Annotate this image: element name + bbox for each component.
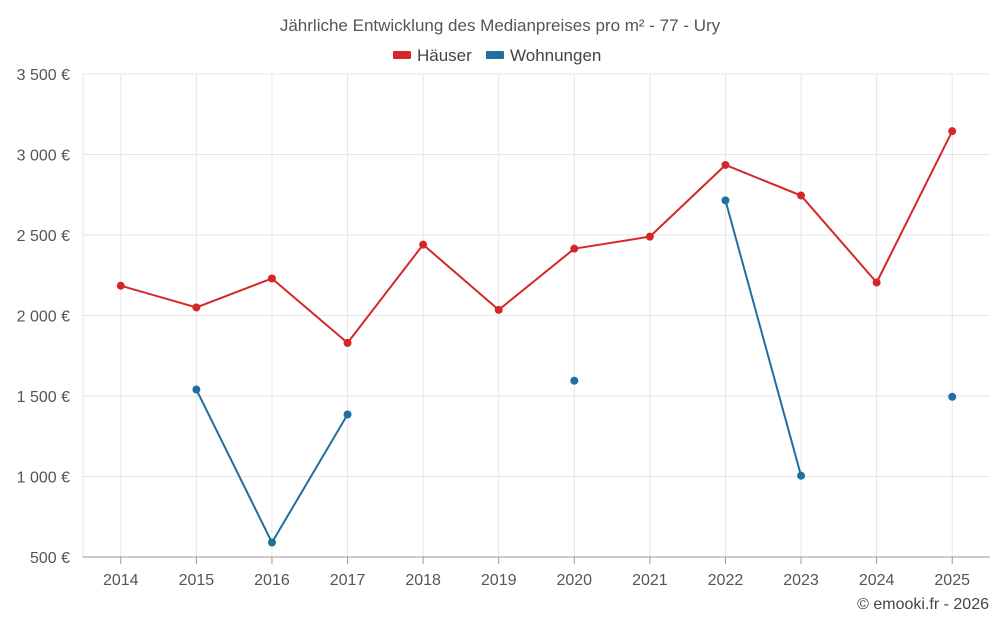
x-tick-label: 2018 bbox=[405, 572, 441, 589]
series-0 bbox=[116, 127, 957, 347]
chart-title: Jährliche Entwicklung des Medianpreises … bbox=[280, 16, 721, 35]
y-tick-label: 2 000 € bbox=[17, 309, 70, 326]
data-point[interactable] bbox=[192, 303, 201, 312]
data-point[interactable] bbox=[192, 385, 201, 394]
series-line bbox=[724, 200, 803, 476]
data-point[interactable] bbox=[343, 338, 352, 347]
y-tick-label: 2 500 € bbox=[17, 228, 70, 245]
y-tick-label: 3 500 € bbox=[17, 67, 70, 84]
credit-text: © emooki.fr - 2026 bbox=[857, 596, 989, 613]
series-line bbox=[120, 130, 954, 344]
data-point[interactable] bbox=[494, 305, 503, 314]
x-tick-label: 2015 bbox=[179, 572, 215, 589]
data-point[interactable] bbox=[267, 538, 276, 547]
series-1 bbox=[192, 196, 957, 547]
legend: Häuser Wohnungen bbox=[393, 46, 601, 65]
x-tick-label: 2024 bbox=[859, 572, 895, 589]
legend-label: Häuser bbox=[417, 46, 472, 65]
data-point[interactable] bbox=[948, 392, 957, 401]
y-tick-label: 500 € bbox=[30, 550, 70, 567]
data-point[interactable] bbox=[570, 376, 579, 385]
data-point[interactable] bbox=[948, 127, 957, 136]
series-layer bbox=[116, 127, 957, 547]
x-tick-label: 2016 bbox=[254, 572, 290, 589]
data-point[interactable] bbox=[343, 410, 352, 419]
x-tick-label: 2020 bbox=[556, 572, 592, 589]
data-point[interactable] bbox=[721, 160, 730, 169]
grid bbox=[82, 73, 990, 558]
x-tick-label: 2023 bbox=[783, 572, 819, 589]
x-tick-label: 2022 bbox=[708, 572, 744, 589]
data-point[interactable] bbox=[797, 191, 806, 200]
data-point[interactable] bbox=[872, 278, 881, 287]
data-point[interactable] bbox=[570, 244, 579, 253]
data-point[interactable] bbox=[419, 240, 428, 249]
legend-swatch bbox=[393, 51, 411, 59]
axes: 500 € 1 000 € 1 500 € 2 000 € 2 500 € 3 000 €… bbox=[17, 67, 990, 589]
legend-item-0[interactable]: Häuser bbox=[393, 46, 472, 65]
data-point[interactable] bbox=[267, 274, 276, 283]
y-tick-label: 1 000 € bbox=[17, 470, 70, 487]
x-tick-label: 2019 bbox=[481, 572, 517, 589]
legend-label: Wohnungen bbox=[510, 46, 601, 65]
x-tick-label: 2021 bbox=[632, 572, 668, 589]
data-point[interactable] bbox=[116, 281, 125, 290]
data-point[interactable] bbox=[721, 196, 730, 205]
x-tick-label: 2017 bbox=[330, 572, 366, 589]
legend-swatch bbox=[486, 51, 504, 59]
data-point[interactable] bbox=[645, 232, 654, 241]
x-tick-label: 2014 bbox=[103, 572, 139, 589]
y-tick-label: 1 500 € bbox=[17, 389, 70, 406]
y-tick-label: 3 000 € bbox=[17, 148, 70, 165]
legend-item-1[interactable]: Wohnungen bbox=[486, 46, 601, 65]
data-point[interactable] bbox=[797, 471, 806, 480]
x-tick-label: 2025 bbox=[934, 572, 970, 589]
